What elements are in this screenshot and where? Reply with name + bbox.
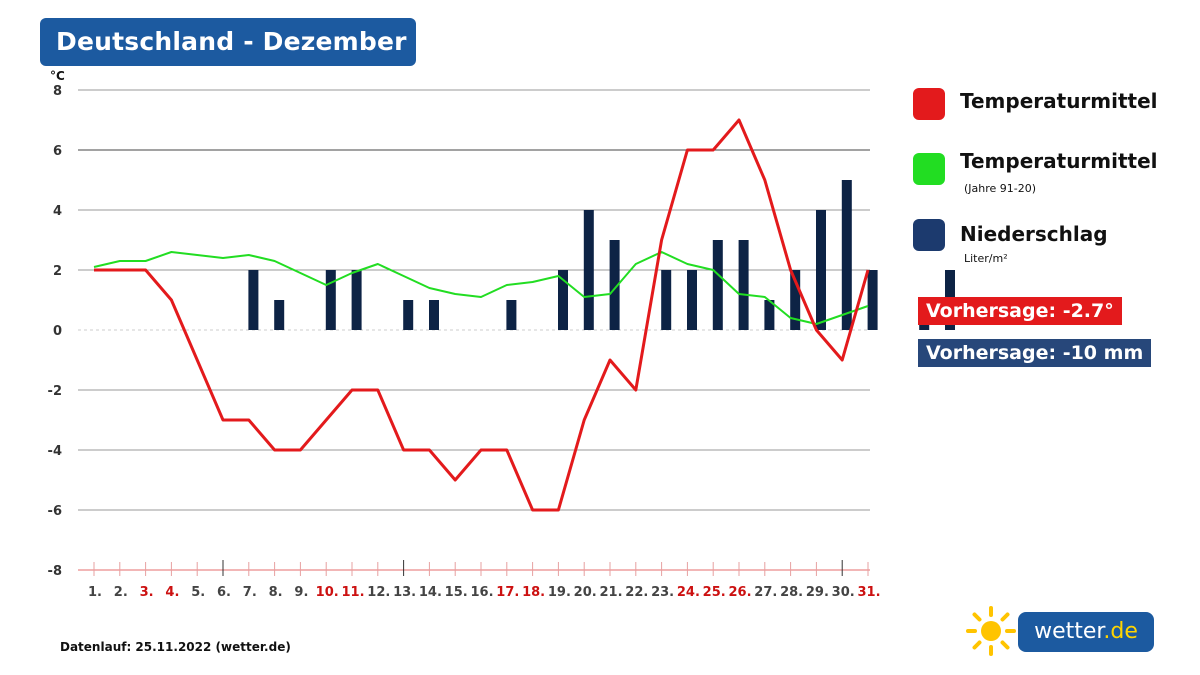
y-axis-label: °C [50, 69, 65, 83]
precipitation-bar [738, 240, 749, 330]
x-tick-label: 8. [269, 585, 283, 600]
x-tick-label: 28. [780, 585, 803, 600]
x-tick-label: 29. [806, 585, 829, 600]
legend-sub-precipitation: Liter/m² [964, 252, 1008, 265]
precipitation-bar [712, 240, 723, 330]
x-tick-label: 4. [165, 585, 179, 600]
x-tick-label: 26. [728, 585, 751, 600]
y-tick-label: 8 [53, 84, 62, 99]
precipitation-bar [325, 270, 336, 330]
precipitation-bar [429, 300, 439, 330]
y-tick-label: -4 [48, 444, 62, 459]
x-tick-label: 11. [341, 585, 364, 600]
x-tick-label: 7. [243, 585, 257, 600]
x-tick-label: 23. [651, 585, 674, 600]
legend-label-temperature: Temperaturmittel [960, 89, 1158, 113]
x-tick-label: 2. [114, 585, 128, 600]
chart-title-banner: Deutschland - Dezember [40, 18, 416, 66]
precipitation-bar [661, 270, 672, 330]
x-tick-label: 9. [294, 585, 308, 600]
x-tick-label: 12. [367, 585, 390, 600]
chart-title: Deutschland - Dezember [56, 27, 407, 56]
y-tick-label: 6 [53, 144, 62, 159]
legend-sub-temperature-norm: (Jahre 91-20) [964, 182, 1037, 195]
legend-label-precipitation: Niederschlag [960, 222, 1108, 246]
y-tick-label: -6 [48, 504, 62, 519]
x-tick-label: 14. [419, 585, 442, 600]
x-tick-label: 3. [140, 585, 154, 600]
x-tick-label: 24. [677, 585, 700, 600]
x-tick-label: 20. [574, 585, 597, 600]
x-tick-label: 18. [522, 585, 545, 600]
precipitation-bar [790, 270, 801, 330]
precipitation-bar [687, 270, 697, 330]
precipitation-bar [351, 270, 362, 330]
precipitation-bar [558, 270, 568, 330]
x-tick-label: 19. [548, 585, 571, 600]
x-tick-label: 17. [496, 585, 519, 600]
x-tick-label: 25. [703, 585, 726, 600]
x-tick-label: 31. [857, 585, 880, 600]
wetter-logo: wetter.de [1018, 612, 1154, 652]
x-tick-label: 22. [625, 585, 648, 600]
legend-label-temperature-norm: Temperaturmittel [960, 149, 1158, 173]
y-tick-label: 4 [53, 204, 62, 219]
y-tick-label: -2 [48, 384, 62, 399]
precipitation-bar [506, 300, 517, 330]
x-tick-label: 13. [393, 585, 416, 600]
precipitation-bar [248, 270, 259, 330]
legend-swatch-precipitation [913, 219, 945, 251]
x-tick-label: 15. [445, 585, 468, 600]
precipitation-bar [764, 300, 775, 330]
x-tick-label: 6. [217, 585, 231, 600]
sun-icon [966, 606, 1016, 656]
x-tick-label: 16. [470, 585, 493, 600]
y-tick-label: 2 [53, 264, 62, 279]
legend-swatch-temperature [913, 88, 945, 120]
precipitation-bar [274, 300, 285, 330]
temperature-norm-line [93, 251, 869, 325]
logo-text: wetter [1034, 619, 1104, 644]
y-tick-label: 0 [53, 324, 62, 339]
precipitation-bar [816, 210, 826, 330]
precipitation-bar [841, 180, 852, 330]
legend-swatch-temperature-norm [913, 153, 945, 185]
x-tick-label: 10. [316, 585, 339, 600]
forecast-temperature: Vorhersage: -2.7° [918, 297, 1122, 325]
precipitation-bar [583, 210, 594, 330]
data-run-note: Datenlauf: 25.11.2022 (wetter.de) [60, 640, 291, 654]
precipitation-bar [867, 270, 878, 330]
x-tick-label: 27. [754, 585, 777, 600]
precipitation-bar [403, 300, 414, 330]
logo-suffix: .de [1103, 619, 1138, 644]
y-tick-label: -8 [48, 564, 62, 579]
x-tick-label: 21. [599, 585, 622, 600]
x-tick-label: 30. [832, 585, 855, 600]
precipitation-bar [609, 240, 620, 330]
x-tick-label: 5. [191, 585, 205, 600]
temperature-line [94, 118, 870, 512]
x-tick-label: 1. [88, 585, 102, 600]
forecast-precipitation: Vorhersage: -10 mm [918, 339, 1152, 367]
